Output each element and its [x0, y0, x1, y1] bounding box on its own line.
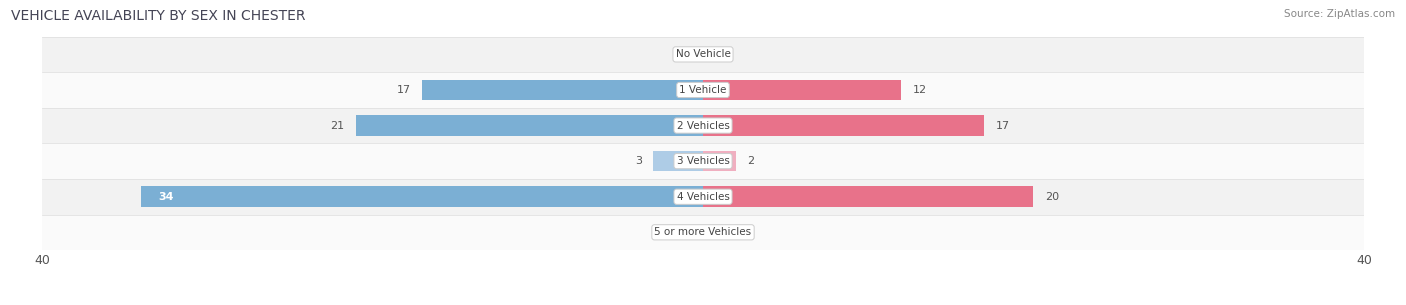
Text: 34: 34	[157, 192, 173, 202]
Legend: Male, Female: Male, Female	[640, 302, 766, 305]
Text: Source: ZipAtlas.com: Source: ZipAtlas.com	[1284, 9, 1395, 19]
Bar	[703, 186, 1033, 207]
Text: 21: 21	[330, 120, 344, 131]
Text: 17: 17	[995, 120, 1010, 131]
Text: 5 or more Vehicles: 5 or more Vehicles	[654, 227, 752, 237]
Text: No Vehicle: No Vehicle	[675, 49, 731, 59]
Text: 2 Vehicles: 2 Vehicles	[676, 120, 730, 131]
Text: 3: 3	[636, 156, 643, 166]
Bar	[42, 179, 1364, 214]
Bar	[703, 115, 984, 136]
Text: 0: 0	[686, 49, 693, 59]
Bar	[422, 80, 703, 100]
Text: 20: 20	[1045, 192, 1059, 202]
Text: 1 Vehicle: 1 Vehicle	[679, 85, 727, 95]
Bar	[42, 37, 1364, 72]
Text: 2: 2	[748, 156, 755, 166]
Text: 0: 0	[713, 49, 720, 59]
Text: 4 Vehicles: 4 Vehicles	[676, 192, 730, 202]
Bar	[42, 108, 1364, 143]
Bar	[42, 143, 1364, 179]
Text: 0: 0	[686, 227, 693, 237]
Text: VEHICLE AVAILABILITY BY SEX IN CHESTER: VEHICLE AVAILABILITY BY SEX IN CHESTER	[11, 9, 305, 23]
Bar	[654, 151, 703, 171]
Bar	[42, 214, 1364, 250]
Text: 12: 12	[912, 85, 927, 95]
Bar	[703, 80, 901, 100]
Text: 17: 17	[396, 85, 411, 95]
Bar	[356, 115, 703, 136]
Bar	[42, 72, 1364, 108]
Text: 3 Vehicles: 3 Vehicles	[676, 156, 730, 166]
Bar	[703, 151, 737, 171]
Bar	[141, 186, 703, 207]
Text: 0: 0	[713, 227, 720, 237]
